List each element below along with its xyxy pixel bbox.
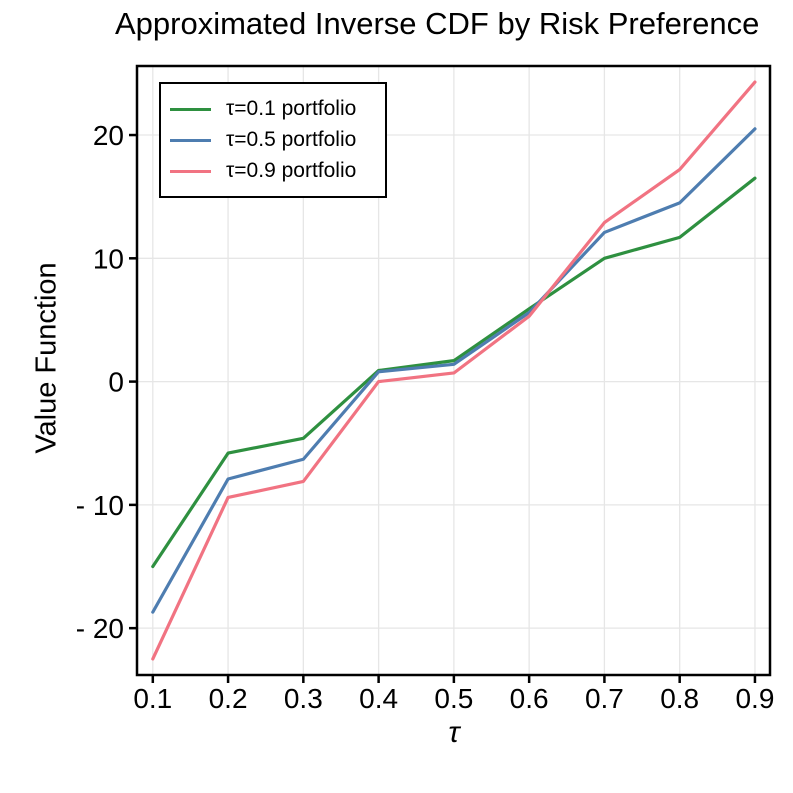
x-tick-label: 0.2	[209, 683, 248, 714]
legend-entry: τ=0.9 portfolio	[170, 156, 385, 187]
y-tick-label: - 20	[76, 613, 124, 644]
y-tick-label: 20	[93, 120, 124, 151]
x-tick-label: 0.8	[660, 683, 699, 714]
legend-line-swatch	[170, 169, 211, 173]
chart-title: Approximated Inverse CDF by Risk Prefere…	[115, 6, 760, 41]
y-axis-title: Value Function	[30, 262, 63, 454]
series-line	[151, 80, 757, 661]
x-tick-label: 0.5	[434, 683, 473, 714]
legend-entry: τ=0.1 portfolio	[170, 94, 385, 125]
series-line	[151, 176, 757, 569]
y-tick-label: - 10	[76, 490, 124, 521]
x-tick-label: 0.9	[735, 683, 774, 714]
legend-label: τ=0.9 portfolio	[226, 159, 357, 182]
x-axis-title: τ	[448, 716, 460, 749]
legend-label: τ=0.5 portfolio	[226, 128, 357, 151]
x-tick-label: 0.1	[133, 683, 172, 714]
legend-line-swatch	[170, 107, 211, 111]
x-tick-label: 0.3	[284, 683, 323, 714]
x-tick-label: 0.6	[510, 683, 549, 714]
legend: τ=0.1 portfolio τ=0.5 portfolio τ=0.9 port…	[159, 82, 387, 198]
y-tick-label: 0	[108, 367, 124, 398]
x-tick-label: 0.4	[359, 683, 398, 714]
legend-line-swatch	[170, 138, 211, 142]
y-tick-label: 10	[93, 243, 124, 274]
legend-entry: τ=0.5 portfolio	[170, 125, 385, 156]
legend-label: τ=0.1 portfolio	[226, 97, 357, 120]
x-tick-label: 0.7	[585, 683, 624, 714]
series-line	[151, 127, 757, 614]
